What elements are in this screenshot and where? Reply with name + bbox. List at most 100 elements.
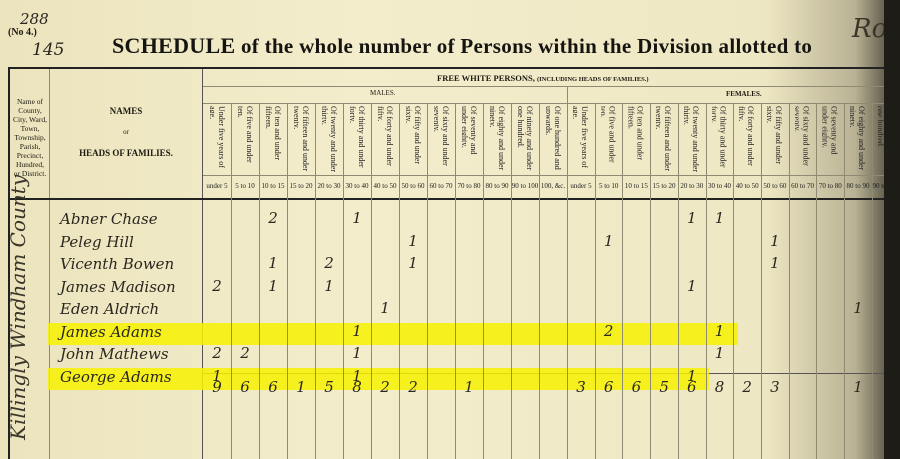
male-column-header: Of fifteen and under twenty. [294, 106, 310, 172]
column-divider [733, 103, 735, 459]
schedule-title: SCHEDULE of the whole number of Persons … [112, 33, 812, 59]
female-column-header: Of forty and under fifty. [739, 106, 756, 166]
female-count: 1 [687, 209, 697, 227]
male-age-range: 80 to 90 [485, 182, 509, 190]
title-rest: of the whole number of Persons within th… [241, 34, 813, 58]
head-of-family-name: James Madison [60, 277, 176, 296]
head-of-family-name: James Adams [60, 322, 162, 341]
female-total: 8 [714, 378, 725, 396]
group-header-label: FREE WHITE PERSONS, [437, 73, 535, 83]
names-header-top: NAMES [109, 106, 143, 116]
male-count: 2 [212, 344, 222, 362]
title-schedule: SCHEDULE [112, 33, 236, 58]
male-age-range: 40 to 50 [373, 182, 397, 190]
female-count: 1 [770, 231, 780, 250]
female-age-range: 60 to 70 [791, 182, 815, 190]
male-total: 8 [352, 378, 362, 396]
column-divider [816, 103, 818, 459]
male-count: 2 [240, 344, 250, 362]
female-age-range: 15 to 20 [652, 182, 676, 190]
header-bottom-border [10, 198, 893, 200]
column-divider [455, 103, 456, 459]
column-divider [539, 103, 540, 459]
group-header-divider [203, 86, 893, 87]
male-column-header: Under five years of age. [210, 106, 226, 168]
column-divider [371, 103, 372, 459]
female-age-range: 50 to 60 [763, 182, 787, 190]
female-age-range: 10 to 15 [624, 182, 648, 190]
male-total: 6 [240, 378, 250, 396]
column-divider [427, 103, 428, 459]
table-top-border [8, 67, 893, 69]
female-column-header: Of twenty and under thirty. [683, 106, 700, 172]
form-number: (No 4.) [8, 27, 37, 38]
female-column-header: Of seventy and under eighty. [822, 106, 839, 155]
age-header-divider [203, 175, 893, 176]
female-count: 1 [853, 299, 863, 317]
female-count: 1 [603, 231, 614, 250]
male-count: 1 [268, 276, 278, 295]
female-age-range: under 5 [570, 182, 592, 190]
male-total: 2 [380, 378, 390, 396]
female-column-header: Of eighty and under ninety. [850, 106, 866, 171]
column-divider [399, 103, 400, 459]
female-total: 3 [770, 378, 780, 396]
female-count: 1 [714, 344, 725, 362]
male-count: 1 [352, 209, 362, 227]
female-total: 6 [603, 378, 614, 396]
male-count: 1 [352, 366, 362, 385]
female-total: 3 [576, 378, 586, 396]
column-divider [705, 103, 707, 459]
male-column-header: Of eighty and under ninety. [490, 106, 506, 171]
head-of-family-name: John Mathews [60, 345, 169, 363]
column-divider [788, 103, 790, 459]
males-label: MALES. [370, 89, 396, 97]
male-count: 1 [380, 299, 390, 317]
column-divider [231, 103, 232, 459]
male-age-range: 15 to 20 [289, 182, 313, 190]
district-name: Killingly Windham County [6, 174, 30, 440]
male-age-range: 100, &c. [540, 182, 566, 190]
male-column-header: Of fifty and under sixty. [406, 106, 422, 164]
group-header-note: (INCLUDING HEADS OF FAMILIES.) [536, 76, 649, 83]
female-age-range: 70 to 80 [818, 182, 842, 190]
marginal-handwriting: Ro [852, 14, 888, 44]
head-of-family-name: Eden Aldrich [60, 300, 160, 318]
male-total: 1 [296, 378, 306, 396]
female-total: 2 [742, 378, 752, 396]
column-divider [567, 103, 568, 459]
column-divider [871, 103, 873, 459]
column-divider [315, 103, 316, 459]
column-divider [483, 103, 484, 459]
male-age-range: 60 to 70 [429, 182, 453, 190]
female-column-header: Of five and under ten. [600, 106, 617, 163]
male-age-range: 30 to 40 [345, 182, 369, 190]
male-count: 1 [352, 344, 362, 362]
female-column-header: Under five years of age. [573, 106, 589, 168]
page-number: 288 [20, 10, 49, 28]
male-count: 2 [212, 276, 222, 295]
page-edge-shadow [884, 0, 900, 459]
female-column-header: Of fifty and under sixty. [766, 106, 783, 164]
male-count: 1 [212, 366, 222, 385]
male-age-range: under 5 [206, 182, 228, 190]
male-total: 1 [464, 378, 474, 396]
male-column-header: Of forty and under fifty. [378, 106, 394, 166]
column-divider [844, 103, 845, 459]
female-count: 1 [714, 321, 725, 340]
male-age-range: 10 to 15 [261, 182, 285, 190]
sex-divider [567, 86, 568, 103]
male-column-header: Of ten and under fifteen. [266, 106, 282, 160]
male-column-header: Of sixty and under seventy. [434, 106, 450, 166]
male-total: 6 [268, 378, 278, 396]
sex-header-divider [203, 103, 893, 104]
male-column-header: Of thirty and under forty. [350, 106, 366, 168]
table-left-border [8, 67, 10, 459]
head-of-family-name: George Adams [60, 367, 172, 386]
female-column-header: Of fifteen and under twenty. [656, 106, 673, 172]
female-age-range: 5 to 10 [598, 182, 619, 190]
female-age-range: 80 to 90 [846, 182, 870, 190]
column-divider [511, 103, 512, 459]
column-divider [259, 103, 260, 459]
male-count: 2 [268, 209, 278, 227]
